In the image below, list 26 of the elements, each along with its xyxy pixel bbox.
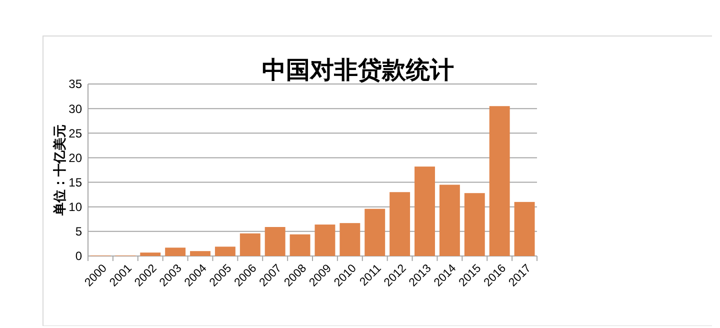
bar xyxy=(364,208,386,256)
bar xyxy=(414,166,435,256)
y-tick-label: 25 xyxy=(68,126,82,140)
y-tick-label: 20 xyxy=(68,150,82,165)
bar xyxy=(314,224,336,256)
bar xyxy=(390,192,410,256)
bar xyxy=(190,251,210,256)
bar xyxy=(264,227,286,256)
bar xyxy=(240,233,260,256)
bar xyxy=(489,106,510,256)
bar xyxy=(340,223,360,256)
y-tick-label: 30 xyxy=(68,102,82,116)
y-tick-label: 10 xyxy=(68,200,82,214)
bar xyxy=(214,246,236,256)
bar xyxy=(439,184,460,256)
y-tick-label: 0 xyxy=(75,249,82,264)
bar xyxy=(290,234,310,256)
y-tick-label: 5 xyxy=(75,224,82,239)
bar xyxy=(165,248,186,256)
y-tick-label: 35 xyxy=(68,77,82,92)
bar xyxy=(514,202,535,256)
bar xyxy=(140,252,161,256)
bar xyxy=(464,193,485,256)
y-axis-title: 单位：十亿美元 xyxy=(52,124,68,216)
chart-title: 中国对非贷款统计 xyxy=(262,56,454,84)
y-tick-label: 15 xyxy=(68,175,82,190)
